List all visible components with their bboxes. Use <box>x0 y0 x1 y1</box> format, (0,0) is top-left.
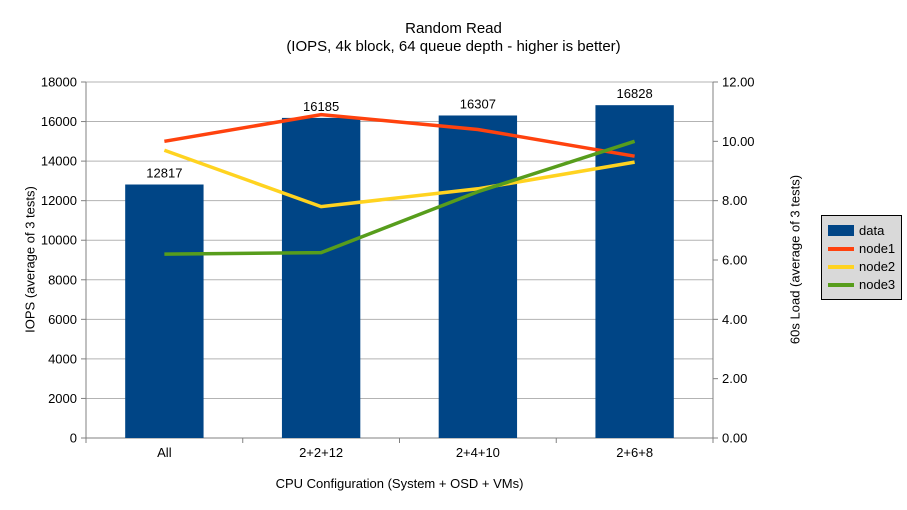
node1-series-swatch <box>828 246 854 251</box>
left-axis-tick-label: 8000 <box>48 272 77 287</box>
left-axis-tick-label: 16000 <box>41 114 77 129</box>
bar-value-label: 16185 <box>303 99 339 114</box>
node2-series-swatch <box>828 264 854 269</box>
right-axis-title: 60s Load (average of 3 tests) <box>787 174 803 345</box>
legend-label: node3 <box>859 277 896 292</box>
category-label: 2+2+12 <box>299 445 343 460</box>
right-axis-tick-label: 4.00 <box>722 312 747 327</box>
data-bar <box>438 115 518 439</box>
left-axis-tick-label: 12000 <box>41 193 77 208</box>
left-axis-tick-label: 2000 <box>48 391 77 406</box>
data-bar <box>595 105 674 438</box>
right-axis-tick-label: 6.00 <box>722 253 747 268</box>
chart-title: Random Read <box>405 20 502 37</box>
right-axis-tick-label: 8.00 <box>722 193 747 208</box>
data-bar <box>281 117 361 438</box>
left-axis-tick-label: 14000 <box>41 154 77 169</box>
left-axis-title: IOPS (average of 3 tests) <box>22 186 38 333</box>
series-line-node1 <box>164 112 635 158</box>
bar-value-label: 12817 <box>146 166 182 181</box>
category-label: All <box>157 445 172 460</box>
category-label: 2+4+10 <box>456 445 500 460</box>
right-axis-tick-label: 12.00 <box>722 75 755 90</box>
data-bar <box>125 184 204 438</box>
data-series-swatch <box>828 225 854 236</box>
left-axis-tick-label: 10000 <box>41 233 77 248</box>
category-label: 2+6+8 <box>616 445 653 460</box>
x-axis-title: CPU Configuration (System + OSD + VMs) <box>275 476 524 491</box>
chart-title-block: Random Read (IOPS, 4k block, 64 queue de… <box>0 20 907 55</box>
left-axis-tick-label: 18000 <box>41 75 77 90</box>
legend-item-data: data <box>828 224 897 237</box>
legend-label: node1 <box>859 241 896 256</box>
legend-label: node2 <box>859 259 896 274</box>
node3-series-swatch <box>828 282 854 287</box>
series-line-node2 <box>163 148 635 209</box>
legend: data node1 node2 node3 <box>821 215 902 300</box>
right-axis-tick-label: 0.00 <box>722 431 747 446</box>
left-axis-tick-label: 4000 <box>48 351 77 366</box>
left-axis-tick-label: 0 <box>70 431 77 446</box>
legend-item-node2: node2 <box>828 260 897 273</box>
legend-item-node1: node1 <box>828 242 897 255</box>
right-axis-tick-label: 2.00 <box>722 371 747 386</box>
legend-item-node3: node3 <box>828 278 897 291</box>
chart-subtitle: (IOPS, 4k block, 64 queue depth - higher… <box>286 37 621 55</box>
left-axis-tick-label: 6000 <box>48 312 77 327</box>
right-axis-tick-label: 10.00 <box>722 134 755 149</box>
series-line-node3 <box>164 139 636 256</box>
bar-value-label: 16828 <box>617 86 653 101</box>
legend-label: data <box>859 223 885 238</box>
bar-value-label: 16307 <box>460 96 496 111</box>
